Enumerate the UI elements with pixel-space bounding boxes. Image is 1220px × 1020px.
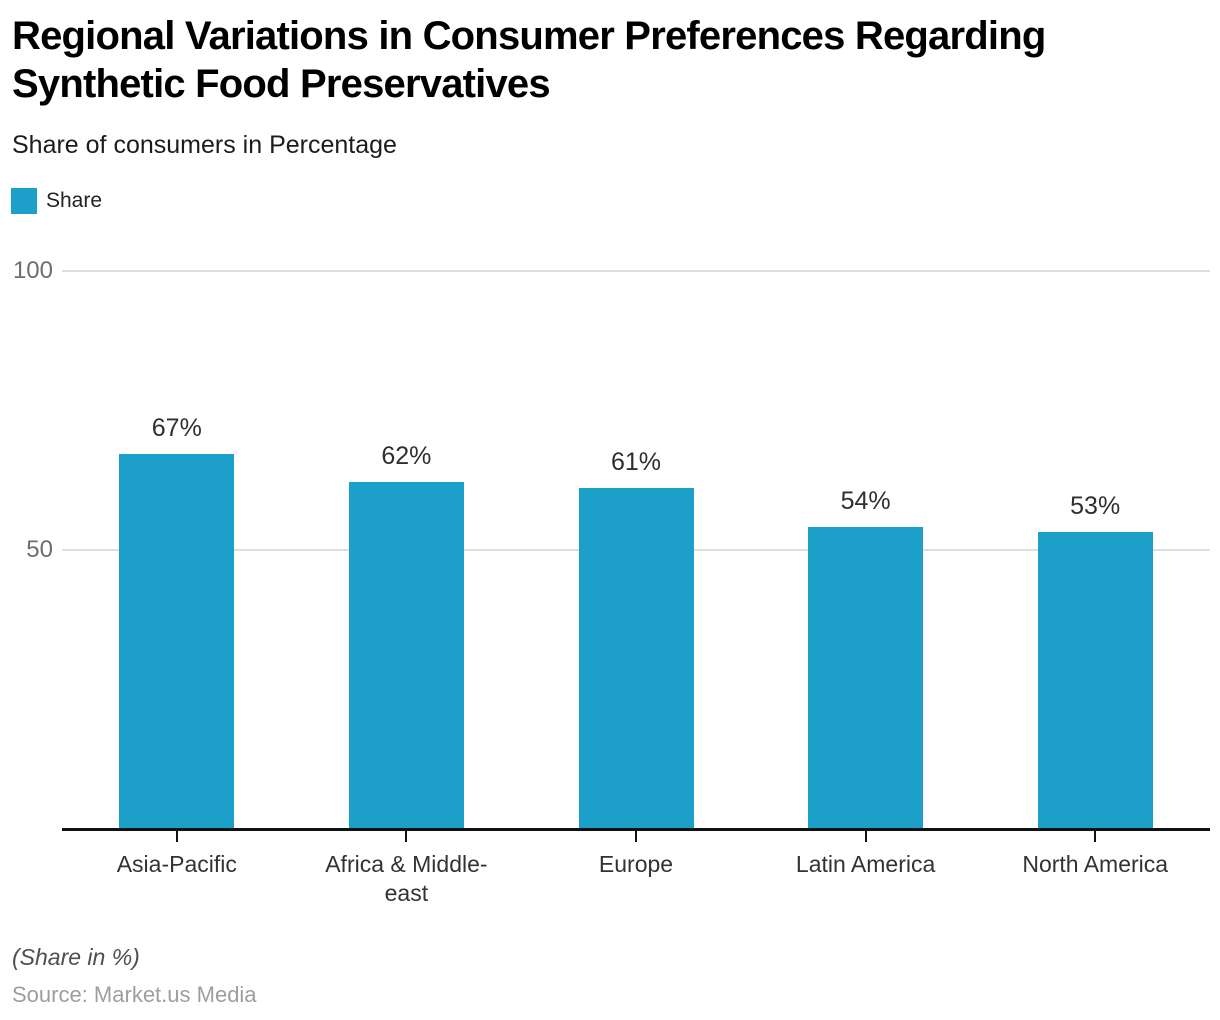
bar-Asia-Pacific	[119, 454, 235, 828]
bar-value-label: 53%	[1070, 492, 1121, 520]
bar-Africa & Middle-east	[348, 482, 464, 828]
x-axis-category-label: Asia-Pacific	[116, 851, 237, 877]
x-axis-category-label: Europe	[598, 851, 674, 877]
legend: Share	[11, 188, 102, 214]
bar-North America	[1037, 532, 1153, 828]
chart-title: Regional Variations in Consumer Preferen…	[12, 14, 1046, 106]
x-axis-tick	[175, 831, 178, 842]
x-axis-category-label: Latin America	[795, 851, 936, 877]
bar-Europe	[578, 488, 694, 828]
x-axis-tick	[635, 831, 637, 842]
chart-subtitle: Share of consumers in Percentage	[12, 131, 397, 159]
gridline-100	[62, 270, 1210, 272]
bar-value-label: 54%	[840, 487, 891, 515]
source: Source: Market.us Media	[12, 982, 257, 1007]
x-axis-category-label: Africa & Middle-east	[325, 851, 488, 906]
x-axis-tick	[405, 831, 408, 842]
bar-Latin America	[808, 527, 924, 828]
y-axis-tick-label: 100	[12, 257, 53, 284]
bar-value-label: 61%	[610, 448, 662, 476]
x-axis-line	[62, 828, 1210, 831]
legend-label: Share	[46, 189, 103, 212]
x-axis-category-label: North America	[1022, 851, 1169, 877]
bar-value-label: 62%	[381, 442, 432, 470]
y-axis-tick-label: 50	[26, 536, 53, 563]
x-axis-tick	[864, 831, 867, 842]
legend-swatch-icon	[11, 188, 37, 214]
bar-value-label: 67%	[151, 414, 202, 442]
footnote: (Share in %)	[12, 944, 140, 970]
x-axis-tick	[1094, 831, 1097, 842]
